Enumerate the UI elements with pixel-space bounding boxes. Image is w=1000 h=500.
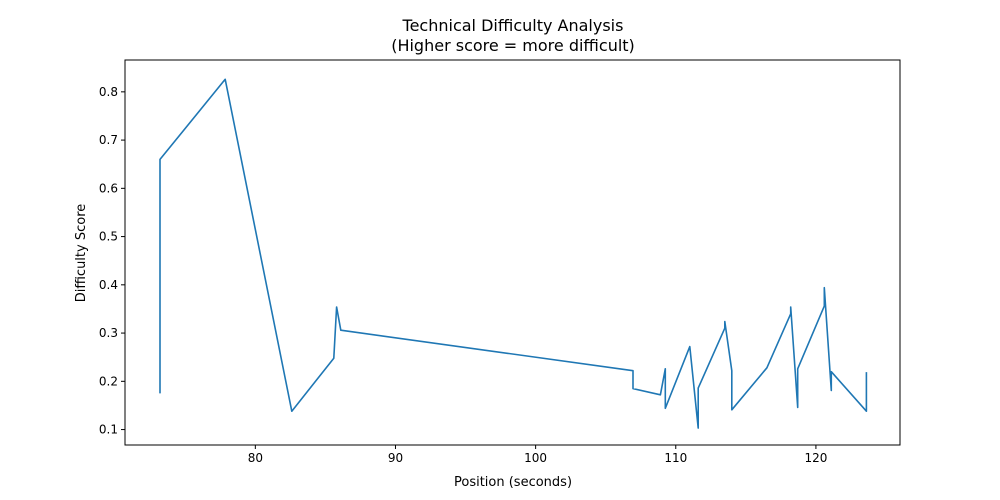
chart-title: Technical Difficulty Analysis [402, 16, 624, 35]
y-axis-label: Difficulty Score [74, 204, 89, 303]
series-group [159, 78, 868, 429]
plot-frame [124, 59, 901, 446]
y-tick-label: 0.4 [99, 278, 118, 292]
y-tick-label: 0.2 [99, 374, 118, 388]
y-tick-label: 0.8 [99, 85, 118, 99]
axis-ticks: 80 90 100 110 120 0.1 0.2 0.3 0.4 0.5 0.6 0.7 0.8 [99, 85, 827, 465]
y-tick-label: 0.7 [99, 133, 118, 147]
y-tick-label: 0.3 [99, 326, 118, 340]
series-line [159, 78, 868, 429]
y-tick-label: 0.1 [99, 423, 118, 437]
chart-subtitle: (Higher score = more difficult) [391, 36, 635, 55]
x-tick-label: 80 [248, 451, 263, 465]
y-tick-label: 0.5 [99, 230, 118, 244]
y-tick-label: 0.6 [99, 181, 118, 195]
x-axis-label: Position (seconds) [454, 475, 572, 490]
x-tick-label: 90 [388, 451, 403, 465]
x-tick-label: 120 [804, 451, 827, 465]
x-tick-label: 110 [664, 451, 687, 465]
x-tick-label: 100 [524, 451, 547, 465]
